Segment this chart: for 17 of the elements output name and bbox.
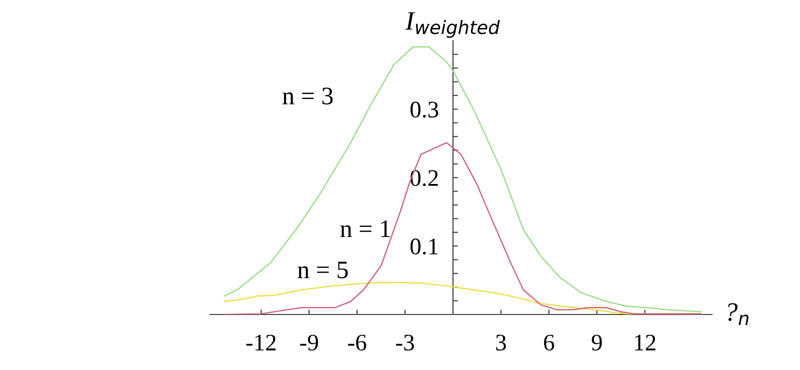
x-tick-label: -12 [246, 334, 276, 350]
annotation: n = 3 [282, 88, 333, 104]
x-tick-label: 6 [544, 334, 554, 351]
line-series [224, 142, 702, 314]
x-tick-label: 3 [496, 334, 506, 351]
x-tick-label: 9 [592, 334, 602, 351]
y-tick-label: 0.1 [410, 238, 438, 255]
x-tick-label: -9 [300, 334, 318, 351]
y-axis-title: I$_{weighted}$ [405, 12, 500, 38]
y-tick-label: 0.3 [410, 102, 438, 118]
annotation: n = 5 [298, 262, 348, 278]
x-tick-label: -6 [348, 334, 366, 351]
x-tick-label: -3 [396, 334, 414, 351]
line-series [224, 46, 702, 312]
x-tick-label: 12 [635, 334, 656, 350]
x-axis-title: ?$_{n}$ [728, 303, 748, 325]
annotation: n = 1 [340, 220, 390, 238]
